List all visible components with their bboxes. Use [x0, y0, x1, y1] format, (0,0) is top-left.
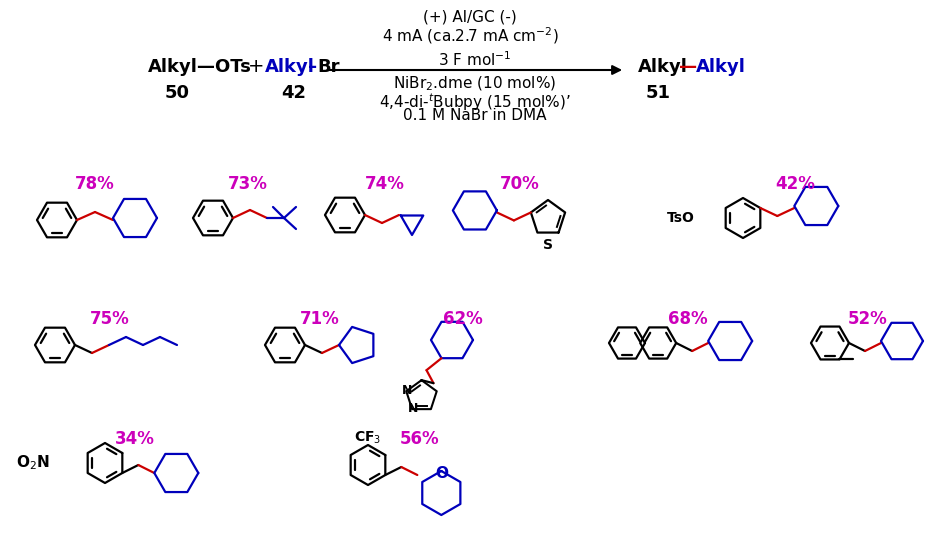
Text: Alkyl—OTs: Alkyl—OTs: [148, 58, 252, 76]
Text: 56%: 56%: [400, 430, 439, 448]
Text: 68%: 68%: [668, 310, 708, 328]
Text: 34%: 34%: [115, 430, 155, 448]
Text: 3 F mol$^{-1}$: 3 F mol$^{-1}$: [439, 50, 512, 69]
Text: S: S: [543, 238, 553, 252]
Text: Br: Br: [317, 58, 340, 76]
Text: Alkyl: Alkyl: [696, 58, 746, 76]
Text: —: —: [679, 58, 697, 76]
Text: 52%: 52%: [848, 310, 888, 328]
Text: 50: 50: [165, 84, 189, 102]
Text: 78%: 78%: [75, 175, 115, 193]
Text: 75%: 75%: [90, 310, 130, 328]
Text: 51: 51: [646, 84, 671, 102]
Text: 0.1 M NaBr in DMA: 0.1 M NaBr in DMA: [404, 108, 547, 123]
Text: Alkyl: Alkyl: [265, 58, 315, 76]
Text: 73%: 73%: [228, 175, 268, 193]
Text: N: N: [402, 384, 412, 397]
Text: NiBr$_2$.dme (10 mol%): NiBr$_2$.dme (10 mol%): [393, 75, 556, 93]
Text: CF$_3$: CF$_3$: [355, 430, 382, 446]
Text: 42: 42: [281, 84, 307, 102]
Text: O: O: [435, 467, 448, 482]
Text: +: +: [247, 58, 264, 76]
Text: 62%: 62%: [443, 310, 483, 328]
Text: O$_2$N: O$_2$N: [16, 454, 50, 473]
Text: (+) Al/GC (-): (+) Al/GC (-): [423, 10, 517, 25]
Text: 42%: 42%: [775, 175, 815, 193]
Text: 71%: 71%: [300, 310, 340, 328]
Text: 74%: 74%: [365, 175, 405, 193]
Text: 70%: 70%: [500, 175, 540, 193]
Text: –: –: [308, 58, 317, 76]
Text: Alkyl: Alkyl: [638, 58, 688, 76]
Text: TsO: TsO: [667, 211, 695, 225]
Text: N: N: [407, 402, 419, 414]
Text: 4,4-di-$^t$Bubpy (15 mol%)ʼ: 4,4-di-$^t$Bubpy (15 mol%)ʼ: [379, 91, 571, 113]
Text: 4 mA (ca.2.7 mA cm$^{-2}$): 4 mA (ca.2.7 mA cm$^{-2}$): [382, 25, 558, 46]
